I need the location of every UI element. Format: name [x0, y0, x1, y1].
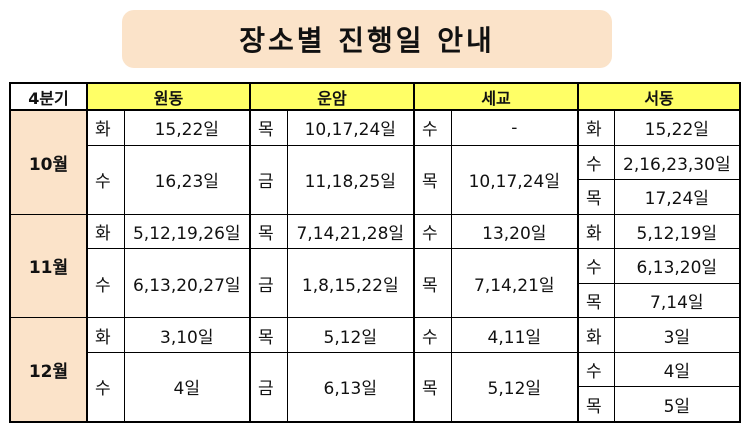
dates-cell: 5,12일	[286, 317, 416, 353]
dates-cell: 4,11일	[450, 317, 580, 353]
dates-cell: 1,8,15,22일	[286, 248, 416, 319]
dates-cell: 15,22일	[613, 109, 741, 146]
day-cell: 수	[577, 248, 615, 284]
dates-cell: 17,24일	[613, 179, 741, 215]
location-header-seodong: 서동	[577, 82, 741, 111]
dates-cell: 10,17,24일	[286, 109, 416, 146]
day-cell: 화	[86, 213, 125, 250]
day-cell: 수	[413, 213, 452, 250]
day-cell: 수	[86, 351, 125, 423]
dates-cell: -	[450, 109, 580, 146]
dates-cell: 2,16,23,30일	[613, 144, 741, 181]
day-cell: 수	[577, 351, 615, 388]
schedule-table: 4분기 원동 운암 세교 서동 10월 화 15,22일 목 10,17,24일…	[9, 82, 742, 423]
day-cell: 수	[577, 144, 615, 181]
month-label: 11월	[9, 213, 88, 319]
dates-cell: 10,17,24일	[450, 144, 580, 215]
dates-cell: 7,14일	[613, 282, 741, 319]
day-cell: 금	[249, 144, 288, 215]
dates-cell: 6,13,20일	[613, 248, 741, 284]
dates-cell: 7,14,21,28일	[286, 213, 416, 250]
dates-cell: 4일	[613, 351, 741, 388]
day-cell: 목	[413, 144, 452, 215]
day-cell: 목	[249, 213, 288, 250]
dates-cell: 11,18,25일	[286, 144, 416, 215]
dates-cell: 5,12,19,26일	[123, 213, 252, 250]
day-cell: 화	[86, 109, 125, 146]
day-cell: 목	[413, 351, 452, 423]
dates-cell: 5일	[613, 386, 741, 423]
dates-cell: 13,20일	[450, 213, 580, 250]
day-cell: 화	[86, 317, 125, 353]
day-cell: 화	[577, 109, 615, 146]
table-row: 수 4일 금 6,13일 목 5,12일	[10, 351, 740, 423]
location-header-unam: 운암	[249, 82, 416, 111]
table-row: 수 16,23일 금 11,18,25일 목 10,17,24일	[10, 144, 740, 215]
day-cell: 수	[413, 317, 452, 353]
dates-cell: 6,13,20,27일	[123, 248, 252, 319]
month-label: 10월	[9, 109, 88, 215]
day-cell: 목	[577, 282, 615, 319]
location-header-wondong: 원동	[86, 82, 252, 111]
dates-cell: 7,14,21일	[450, 248, 580, 319]
day-cell: 수	[413, 109, 452, 146]
month-label: 12월	[9, 317, 88, 423]
dates-cell: 3일	[613, 317, 741, 353]
header-row: 4분기 원동 운암 세교 서동	[9, 82, 741, 111]
dates-cell: 3,10일	[123, 317, 252, 353]
dates-cell: 6,13일	[286, 351, 416, 423]
day-cell: 화	[577, 317, 615, 353]
day-cell: 목	[249, 317, 288, 353]
day-cell: 화	[577, 213, 615, 250]
dates-cell: 5,12일	[450, 351, 580, 423]
page-title: 장소별 진행일 안내	[239, 24, 495, 57]
day-cell: 금	[249, 351, 288, 423]
day-cell: 수	[86, 248, 125, 319]
quarter-header: 4분기	[9, 82, 88, 111]
day-cell: 금	[249, 248, 288, 319]
table-row: 수 6,13,20,27일 금 1,8,15,22일 목 7,14,21일	[10, 248, 740, 319]
dates-cell: 16,23일	[123, 144, 252, 215]
day-cell: 목	[249, 109, 288, 146]
day-cell: 목	[577, 386, 615, 423]
dates-cell: 4일	[123, 351, 252, 423]
dates-cell: 5,12,19일	[613, 213, 741, 250]
day-cell: 목	[577, 179, 615, 215]
day-cell: 목	[413, 248, 452, 319]
day-cell: 수	[86, 144, 125, 215]
dates-cell: 15,22일	[123, 109, 252, 146]
title-banner: 장소별 진행일 안내	[122, 10, 612, 68]
location-header-segyo: 세교	[413, 82, 580, 111]
